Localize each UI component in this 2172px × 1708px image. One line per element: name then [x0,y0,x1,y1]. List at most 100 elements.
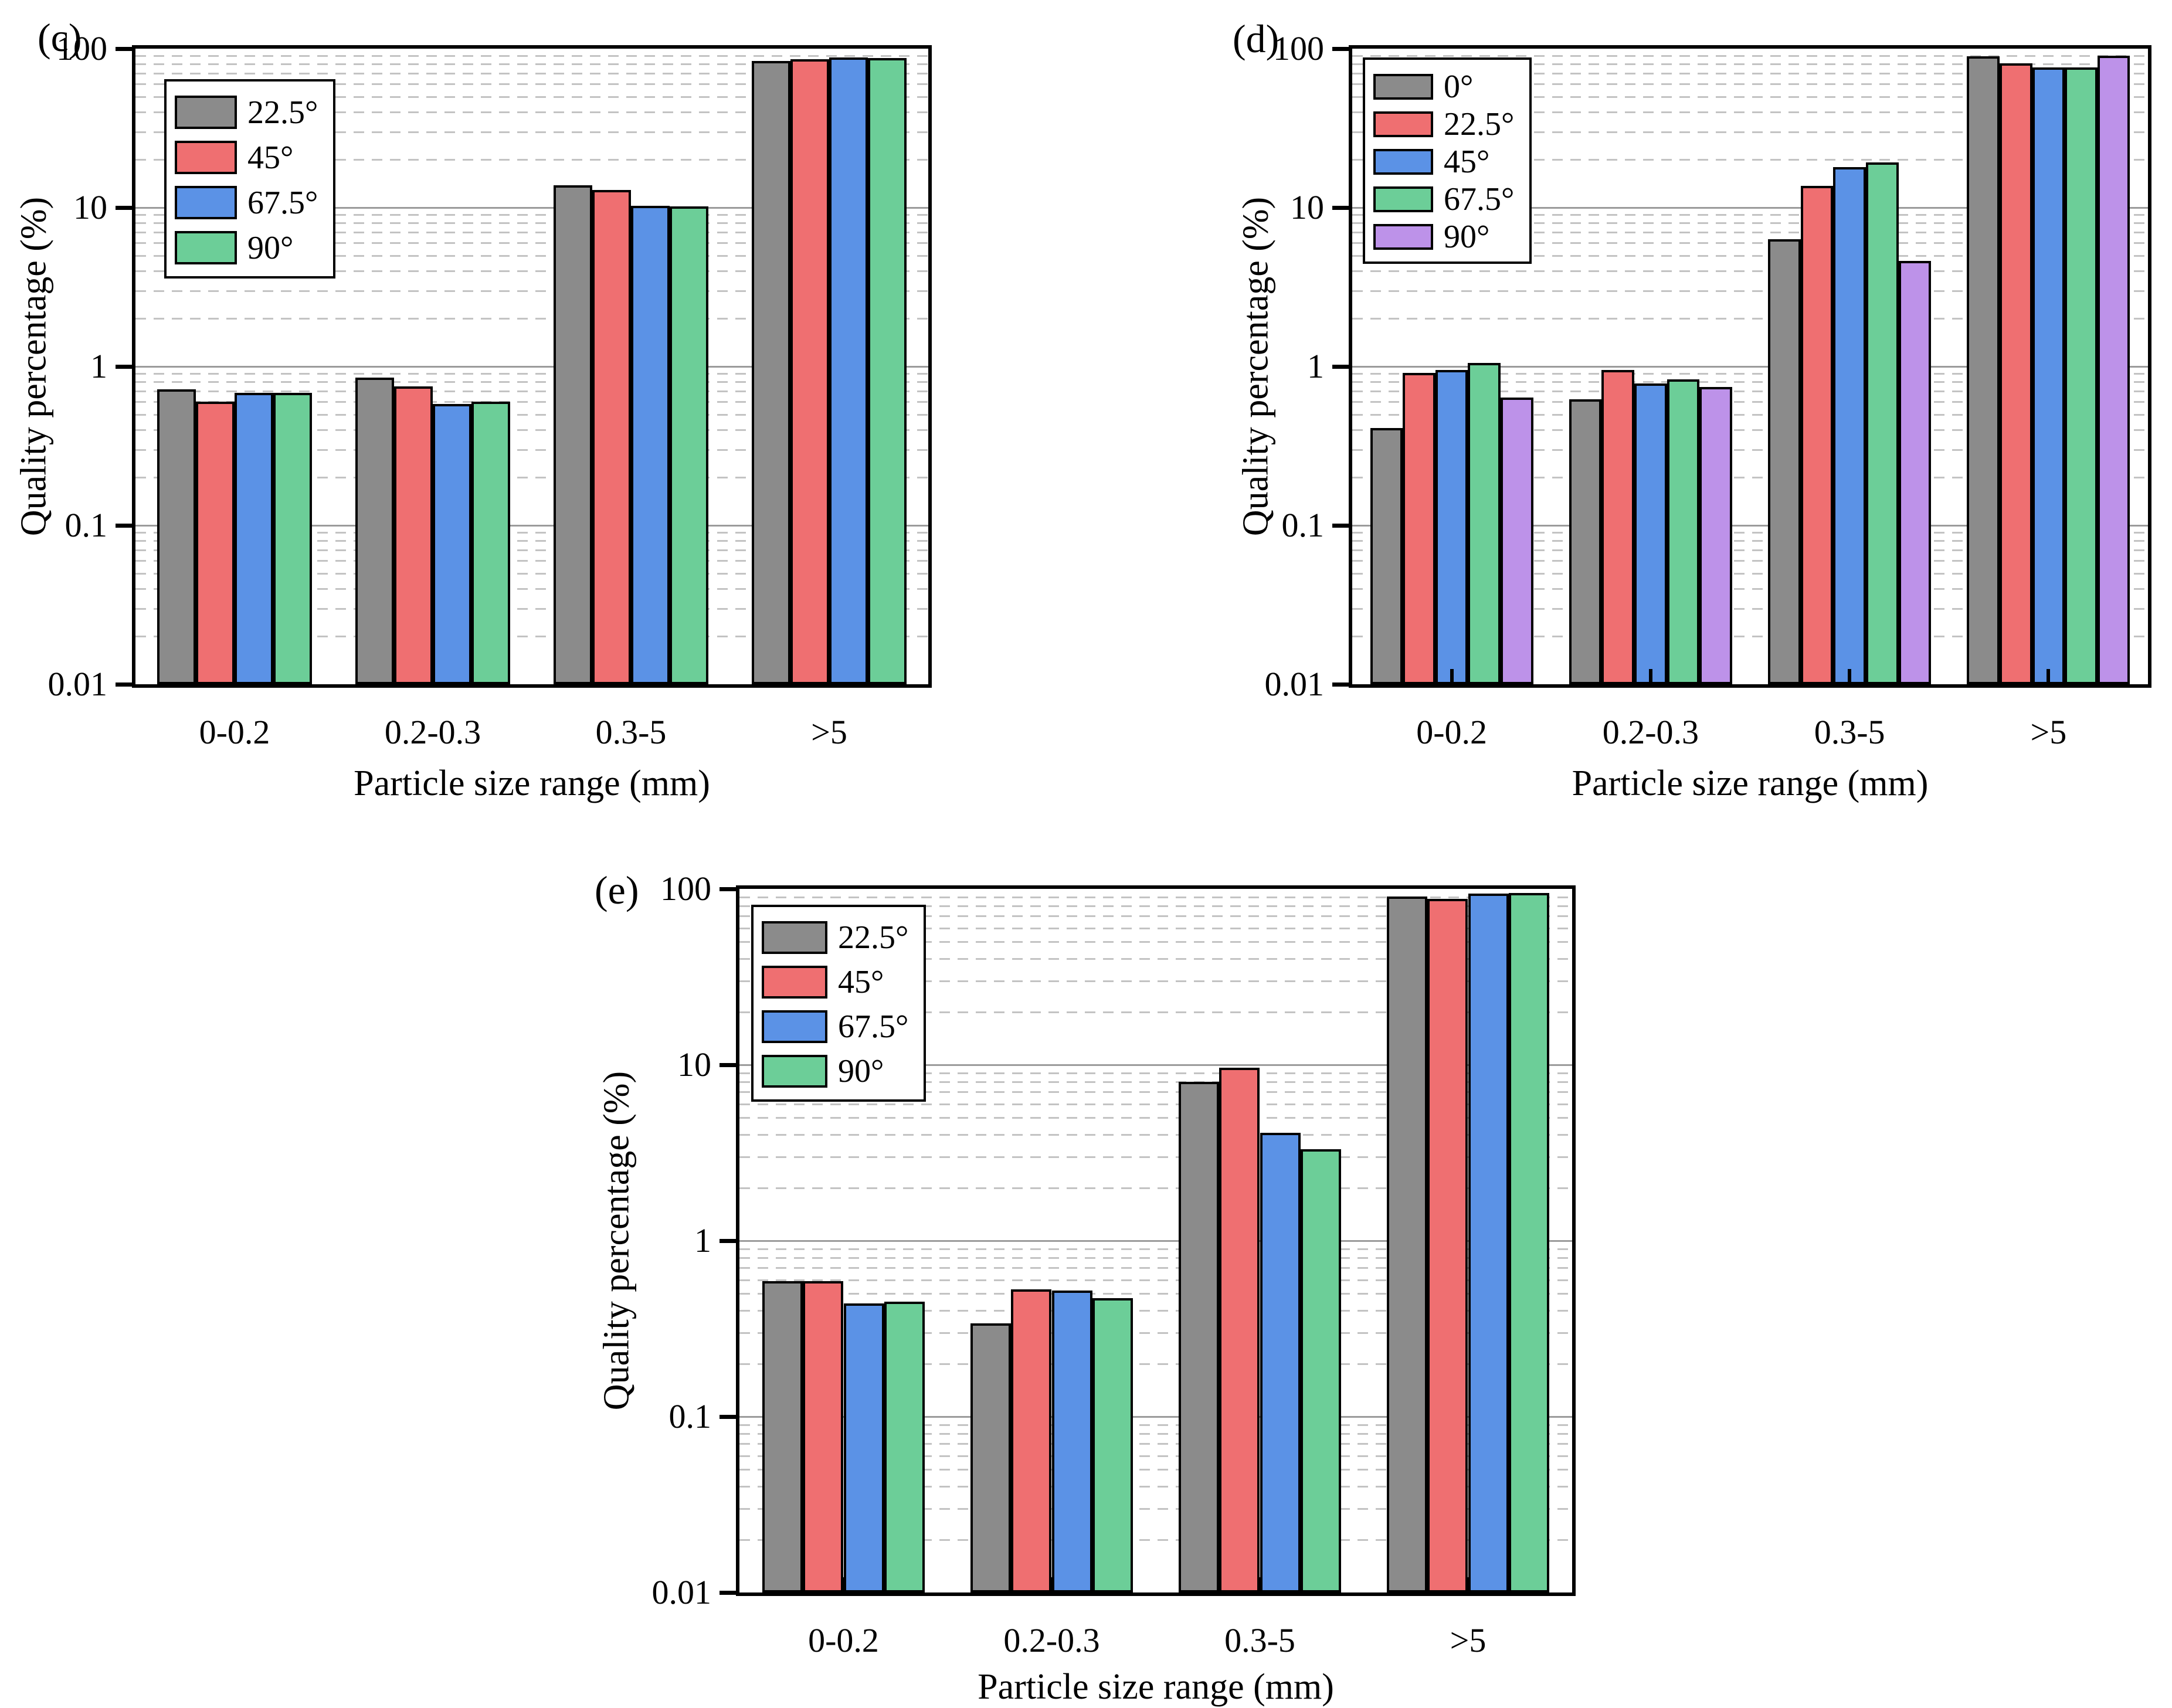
bar->5-0° [1967,56,2000,684]
grid-line-minor [739,1187,1572,1189]
grid-line-minor [135,55,928,57]
grid-line-minor [135,549,928,551]
y-tick-label: 1 [694,1221,711,1259]
legend-label: 67.5° [1444,181,1515,218]
grid-line-minor [1352,532,2148,534]
grid-line-minor [135,242,928,245]
grid-line-minor [739,941,1572,943]
grid-line-minor [135,270,928,272]
bar->5-90° [867,58,907,684]
grid-line-minor [1352,560,2148,562]
bar-0.3-5-67.5° [1260,1133,1301,1592]
bar-0-0.2-22.5° [762,1281,803,1592]
grid-line-minor [739,1011,1572,1013]
grid-line-minor [135,131,928,133]
grid-line-minor [1352,636,2148,638]
bar->5-45° [790,59,829,684]
x-axis-title-e: Particle size range (mm) [978,1667,1334,1707]
x-tick [629,669,633,684]
grid-line-minor [1352,111,2148,113]
bar-0.3-5-45° [592,190,631,684]
x-tick [1258,1577,1262,1592]
bar-0-0.2-45° [803,1281,844,1592]
legend-box: 0° 22.5° 45° 67.5° 90° [1363,57,1532,264]
y-tick [1332,47,1350,51]
bar-0-0.2-67.5° [1468,363,1501,684]
grid-line-minor [739,1081,1572,1084]
grid-line-minor [739,1117,1572,1119]
legend-label: 90° [838,1053,884,1089]
y-tick [1332,524,1350,528]
bar->5-45° [1427,898,1468,1592]
legend-swatch [175,96,237,129]
grid-line-minor [739,915,1572,918]
grid-line-minor [739,1248,1572,1250]
grid-line-minor [1352,549,2148,551]
bar-0.3-5-90° [1300,1149,1341,1592]
grid-line-minor [1352,83,2148,86]
grid-line-minor [135,532,928,534]
x-tick [1450,669,1454,684]
grid-line-minor [1352,373,2148,375]
grid-line-minor [135,231,928,233]
legend-swatch [175,231,237,264]
x-tick [1050,1577,1054,1592]
y-tick [1332,682,1350,687]
legend-swatch [762,921,827,954]
y-tick [720,1063,737,1067]
x-axis-title-d: Particle size range (mm) [1572,763,1929,803]
grid-line-minor [739,1091,1572,1094]
bar-0.3-5-45° [1833,167,1866,684]
grid-line-minor [1352,390,2148,392]
grid-line-minor [739,1455,1572,1457]
grid-line-minor [739,1332,1572,1334]
legend-item: 67.5° [1373,181,1514,218]
grid-line-minor [739,1433,1572,1435]
legend-label: 90° [1444,219,1490,255]
legend-item: 45° [1373,143,1514,181]
grid-line-minor [135,607,928,610]
legend-label: 67.5° [838,1008,909,1045]
bar-0.3-5-67.5° [631,205,670,684]
grid-line-major [135,207,928,209]
x-tick [233,669,236,684]
panel-label-c: (c) [38,15,82,60]
y-tick [116,206,133,210]
grid-line-minor [1352,588,2148,590]
bar-0-0.2-22.5° [1403,373,1435,684]
bar-0-0.2-90° [884,1302,925,1592]
y-tick-label: 0.1 [1281,506,1325,544]
grid-line-minor [1352,540,2148,542]
grid-line-minor [739,1103,1572,1105]
grid-line-minor [135,96,928,98]
category-label: >5 [1450,1621,1487,1659]
bar-0-0.2-0° [1370,427,1403,684]
legend-item: 0° [1373,68,1514,106]
y-tick [116,47,133,51]
grid-line-minor [739,1257,1572,1259]
legend-label: 45° [1444,144,1490,180]
bar-0.2-0.3-45° [394,386,433,684]
bar-0-0.2-67.5° [235,393,273,684]
legend-swatch [1373,224,1433,250]
legend-swatch [1373,186,1433,212]
x-tick [1848,669,1852,684]
grid-line-minor [1352,572,2148,575]
legend-item: 90° [1373,218,1514,256]
y-tick-label: 0.01 [47,665,108,703]
grid-line-minor [739,1293,1572,1295]
grid-line-minor [739,958,1572,960]
grid-line-minor [135,449,928,451]
legend-swatch [175,186,237,219]
bar-0.2-0.3-90° [471,402,510,684]
plot-area-e: 22.5° 45° 67.5° 90° [736,885,1576,1596]
y-tick-label: 100 [1273,29,1324,67]
bar->5-67.5° [2065,67,2098,684]
legend-item: 45° [762,960,908,1004]
grid-line-minor [739,1072,1572,1074]
grid-line-major [135,525,928,527]
x-tick [1648,669,1652,684]
grid-line-major [739,1416,1572,1418]
grid-line-minor [1352,159,2148,161]
